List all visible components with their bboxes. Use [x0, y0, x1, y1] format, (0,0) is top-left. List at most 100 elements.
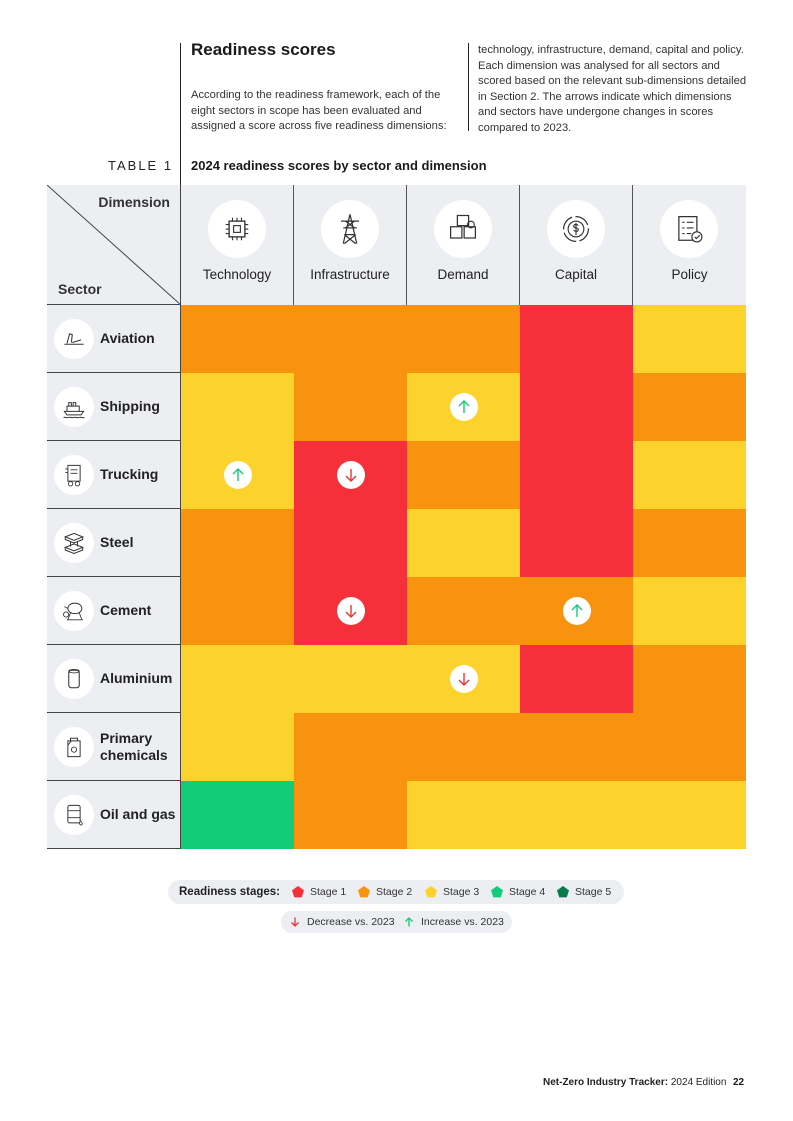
- pentagon-icon: [491, 886, 503, 898]
- dimension-icon-wrap: [208, 200, 266, 258]
- dollar-cycle-icon: [563, 216, 589, 242]
- readiness-table: Dimension Sector Technology Infrastructur…: [47, 185, 746, 849]
- score-cell: [181, 305, 294, 373]
- legend-decrease: Decrease vs. 2023: [289, 911, 395, 933]
- sector-row-trucking: Trucking: [47, 441, 181, 509]
- change-legend: Decrease vs. 2023 Increase vs. 2023: [281, 911, 512, 933]
- score-cell: [633, 373, 746, 441]
- readiness-stages-legend: Readiness stages: Stage 1 Stage 2 Stage 3 S…: [168, 880, 624, 904]
- sector-icon-wrap: [54, 319, 94, 359]
- arrow-down-icon: [291, 917, 299, 927]
- sector-label: Steel: [100, 534, 134, 550]
- score-cell: [520, 577, 633, 645]
- score-cell: [520, 645, 633, 713]
- sector-label: Trucking: [100, 466, 159, 482]
- legend-stage-4: Stage 4: [490, 880, 545, 904]
- legend-title: Readiness stages:: [179, 886, 280, 898]
- arrow-down-icon: [458, 673, 469, 686]
- change-badge: [223, 461, 252, 489]
- legend-stage-3: Stage 3: [424, 880, 479, 904]
- pentagon-icon: [292, 886, 304, 898]
- score-cell: [520, 305, 633, 373]
- score-cell: [181, 713, 294, 781]
- score-cell: [294, 645, 407, 713]
- score-cell: [181, 441, 294, 509]
- arrow-up-icon: [458, 400, 469, 413]
- sector-label: Oil and gas: [100, 806, 176, 822]
- dimension-column-capital: Capital: [520, 185, 633, 305]
- score-cell: [407, 509, 520, 577]
- score-cell: [520, 441, 633, 509]
- cement-mixer-icon: [63, 602, 83, 621]
- table-label: TABLE 1: [108, 158, 174, 173]
- footer-publication: Net-Zero Industry Tracker: 2024 Edition: [543, 1077, 727, 1088]
- sector-label: Cement: [100, 602, 152, 618]
- checklist-icon: [678, 216, 703, 243]
- change-badge: [449, 393, 478, 421]
- score-cell: [520, 509, 633, 577]
- sector-icon-wrap: [54, 659, 94, 699]
- pentagon-icon: [557, 886, 569, 898]
- dimension-label: Technology: [202, 267, 272, 282]
- score-cell: [294, 305, 407, 373]
- plane-icon: [64, 333, 84, 345]
- score-cell: [294, 781, 407, 849]
- legend-increase: Increase vs. 2023: [403, 911, 504, 933]
- pentagon-icon: [425, 886, 437, 898]
- score-cell: [520, 781, 633, 849]
- sector-label: Aviation: [100, 330, 155, 346]
- score-cell: [407, 577, 520, 645]
- score-cell: [407, 645, 520, 713]
- score-cell: [407, 373, 520, 441]
- sector-row-shipping: Shipping: [47, 373, 181, 441]
- sector-header: Sector: [58, 281, 102, 297]
- score-cell: [181, 373, 294, 441]
- steel-beam-icon: [63, 532, 85, 555]
- dimension-column-infrastructure: Infrastructure: [294, 185, 407, 305]
- sector-icon-wrap: [54, 795, 94, 835]
- legend-stage-2: Stage 2: [357, 880, 412, 904]
- sector-label: Shipping: [100, 398, 160, 414]
- score-cell: [181, 509, 294, 577]
- can-icon: [68, 668, 80, 689]
- dimension-header: Dimension: [98, 194, 170, 210]
- table-title: 2024 readiness scores by sector and dime…: [191, 158, 487, 173]
- dimension-label: Capital: [554, 267, 598, 282]
- sector-label: Primary chemicals: [100, 729, 168, 763]
- score-cell: [181, 781, 294, 849]
- dimension-label: Infrastructure: [310, 267, 390, 282]
- change-badge: [336, 461, 365, 489]
- sector-row-cement: Cement: [47, 577, 181, 645]
- score-cell: [633, 509, 746, 577]
- chip-gear-icon: [225, 217, 249, 241]
- score-cell: [181, 577, 294, 645]
- score-cell: [633, 645, 746, 713]
- dimension-label: Demand: [437, 267, 489, 282]
- chemical-canister-icon: [67, 737, 81, 758]
- dimension-column-policy: Policy: [633, 185, 746, 305]
- sector-row-oil-and-gas: Oil and gas: [47, 781, 181, 849]
- left-divider-line: [180, 43, 181, 188]
- dimension-icon-wrap: [660, 200, 718, 258]
- score-cell: [407, 441, 520, 509]
- sector-icon-wrap: [54, 523, 94, 563]
- score-cell: [520, 713, 633, 781]
- truck-icon: [65, 464, 81, 487]
- arrow-up-icon: [571, 604, 582, 617]
- score-cell: [633, 781, 746, 849]
- dimension-icon-wrap: [321, 200, 379, 258]
- pentagon-icon: [358, 886, 370, 898]
- sector-icon-wrap: [54, 455, 94, 495]
- legend-stage-1: Stage 1: [291, 880, 346, 904]
- score-cell: [633, 713, 746, 781]
- sector-row-steel: Steel: [47, 509, 181, 577]
- arrow-up-icon: [232, 468, 243, 481]
- score-cell: [407, 713, 520, 781]
- arrow-down-icon: [345, 469, 356, 482]
- score-cell: [294, 373, 407, 441]
- score-cell: [520, 373, 633, 441]
- page-number: 22: [733, 1077, 745, 1088]
- ship-icon: [63, 402, 85, 419]
- dimension-label: Policy: [671, 267, 708, 282]
- right-divider-line: [468, 43, 469, 131]
